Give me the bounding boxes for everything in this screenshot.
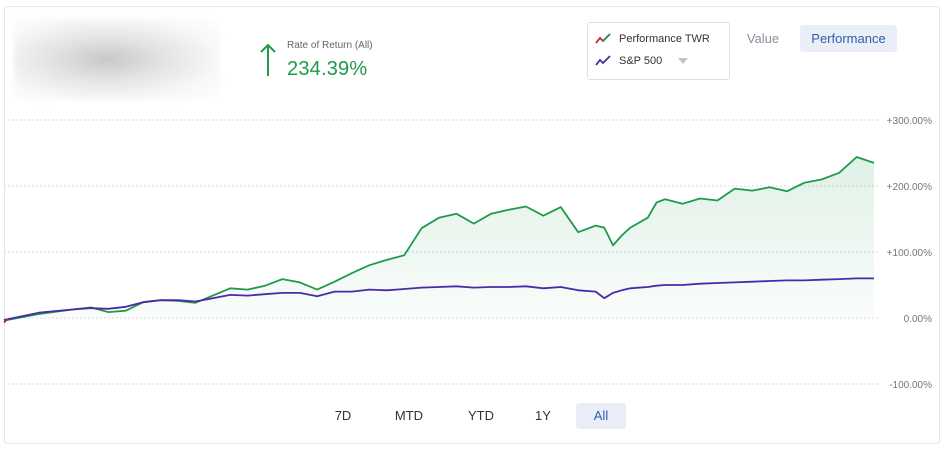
range-button-ytd[interactable]: YTD [468, 408, 494, 423]
range-button-all[interactable]: All [576, 403, 626, 429]
legend-label: S&P 500 [619, 55, 663, 67]
range-button-1y[interactable]: 1Y [535, 408, 551, 423]
range-button-mtd[interactable]: MTD [394, 408, 424, 423]
y-tick-label: +300.00% [887, 116, 932, 127]
y-tick-label: +200.00% [887, 182, 932, 193]
value-view-button[interactable]: Value [746, 31, 780, 46]
range-button-7d[interactable]: 7D [334, 408, 352, 423]
performance-area [4, 157, 874, 321]
line-chart-icon [595, 55, 611, 66]
legend-label: Performance TWR [619, 33, 710, 45]
y-tick-label: +100.00% [887, 248, 932, 259]
y-tick-label: -100.00% [889, 380, 932, 391]
y-tick-label: 0.00% [904, 314, 932, 325]
rate-of-return-value: 234.39% [287, 58, 368, 80]
series-line-performance-twr [3, 156, 875, 322]
legend-item-performance-twr[interactable]: Performance TWR [595, 31, 710, 47]
series-line-sp500 [3, 277, 874, 321]
arrow-up-icon [260, 43, 276, 76]
rate-of-return-label: Rate of Return (All) [287, 40, 373, 51]
chart-legend[interactable]: Performance TWR S&P 500 [587, 22, 730, 80]
redacted-account-value [14, 18, 220, 100]
caret-down-icon[interactable] [678, 58, 688, 64]
performance-view-button[interactable]: Performance [800, 25, 897, 52]
series-start-marker [3, 318, 9, 324]
legend-item-sp500[interactable]: S&P 500 [595, 53, 662, 69]
line-chart-icon [595, 33, 611, 44]
